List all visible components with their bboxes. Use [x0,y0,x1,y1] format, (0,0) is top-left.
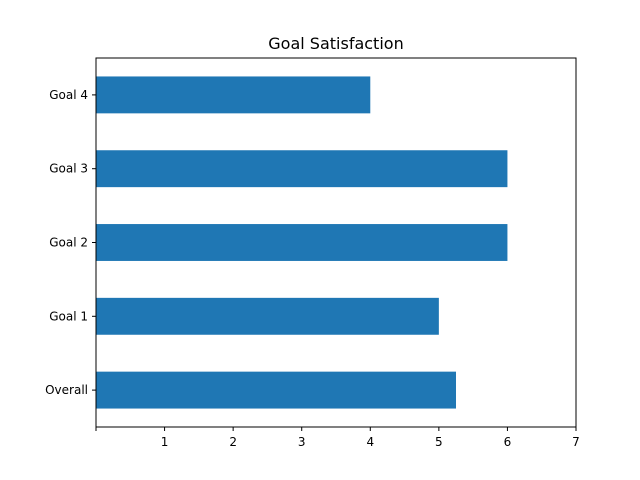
x-tick-label-2: 2 [229,435,237,449]
y-tick-label-goal-3: Goal 3 [49,162,88,176]
x-tick-label-5: 5 [435,435,443,449]
bar-goal-2 [96,224,508,261]
x-tick-label-3: 3 [298,435,306,449]
bar-goal-1 [96,297,439,335]
x-tick-label-6: 6 [504,435,512,449]
bars-layer [96,76,508,409]
bar-goal-4 [96,76,371,114]
bar-overall [96,371,456,409]
chart-title: Goal Satisfaction [268,34,403,53]
y-axis: Overall Goal 1 Goal 2 Goal 3 Goal 4 [45,88,96,397]
x-axis: 1 2 3 4 5 6 7 [95,427,580,449]
y-tick-label-goal-2: Goal 2 [49,236,88,250]
y-tick-label-goal-1: Goal 1 [49,309,88,323]
y-tick-label-overall: Overall [45,383,88,397]
y-tick-label-goal-4: Goal 4 [49,88,88,102]
x-tick-label-7: 7 [572,435,580,449]
x-tick-label-1: 1 [161,435,169,449]
bar-goal-3 [96,150,508,188]
x-tick-label-4: 4 [366,435,374,449]
plot-frame [95,57,577,428]
